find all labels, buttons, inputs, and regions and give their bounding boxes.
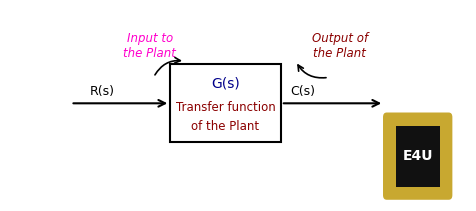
FancyBboxPatch shape xyxy=(170,64,281,142)
Text: R(s): R(s) xyxy=(89,85,114,99)
FancyBboxPatch shape xyxy=(404,117,409,126)
FancyBboxPatch shape xyxy=(412,117,417,126)
FancyBboxPatch shape xyxy=(428,187,433,195)
FancyBboxPatch shape xyxy=(396,126,440,187)
Text: E4U: E4U xyxy=(402,149,433,163)
FancyBboxPatch shape xyxy=(383,112,452,200)
Text: C(s): C(s) xyxy=(290,85,316,99)
Text: Input to
the Plant: Input to the Plant xyxy=(123,32,176,60)
Text: Output of
the Plant: Output of the Plant xyxy=(312,32,368,60)
FancyBboxPatch shape xyxy=(412,187,417,195)
FancyBboxPatch shape xyxy=(442,168,449,175)
FancyBboxPatch shape xyxy=(442,138,449,144)
Text: G(s): G(s) xyxy=(211,77,240,91)
FancyBboxPatch shape xyxy=(420,187,425,195)
FancyBboxPatch shape xyxy=(387,138,393,144)
FancyBboxPatch shape xyxy=(387,168,393,175)
Text: Transfer function: Transfer function xyxy=(176,101,276,114)
FancyBboxPatch shape xyxy=(428,117,433,126)
FancyBboxPatch shape xyxy=(442,152,449,159)
FancyBboxPatch shape xyxy=(387,152,393,159)
FancyBboxPatch shape xyxy=(404,187,409,195)
FancyBboxPatch shape xyxy=(420,117,425,126)
Text: of the Plant: of the Plant xyxy=(191,120,259,133)
